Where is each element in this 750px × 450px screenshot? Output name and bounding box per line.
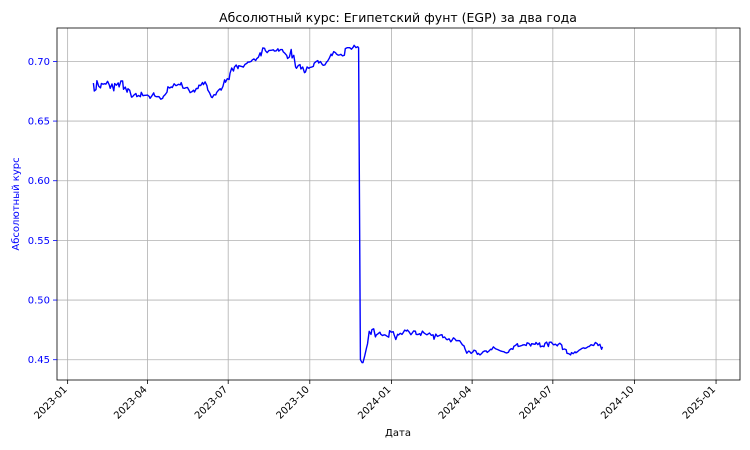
y-tick-label: 0.50 [28,296,50,307]
x-tick-label: 2025-01 [681,384,718,421]
x-tick-label: 2024-10 [599,384,636,421]
x-tick-label: 2024-07 [518,384,555,421]
x-axis-label: Дата [385,428,411,439]
y-tick-label: 0.60 [28,176,50,187]
x-tick-label: 2023-01 [32,384,69,421]
y-tick-label: 0.65 [28,117,50,128]
x-tick-label: 2024-04 [437,384,474,421]
x-axis: 2023-01 2023-04 2023-07 2023-10 2024-01 2024-… [32,380,718,422]
x-tick-label: 2023-04 [112,384,149,421]
series-group [92,44,604,364]
grid-lines [57,28,740,380]
x-tick-label: 2023-10 [275,384,312,421]
x-tick-label: 2023-07 [193,384,230,421]
x-tick-label: 2024-01 [356,384,393,421]
y-tick-label: 0.70 [28,57,50,68]
chart-title: Абсолютный курс: Египетский фунт (EGP) з… [219,10,577,25]
series-line-egp [92,44,604,364]
y-tick-label: 0.45 [28,355,50,366]
plot-frame [56,27,741,381]
y-axis-label: Абсолютный курс [11,157,22,250]
y-axis: 0.45 0.50 0.55 0.60 0.65 0.70 [28,57,57,366]
y-tick-label: 0.55 [28,236,50,247]
